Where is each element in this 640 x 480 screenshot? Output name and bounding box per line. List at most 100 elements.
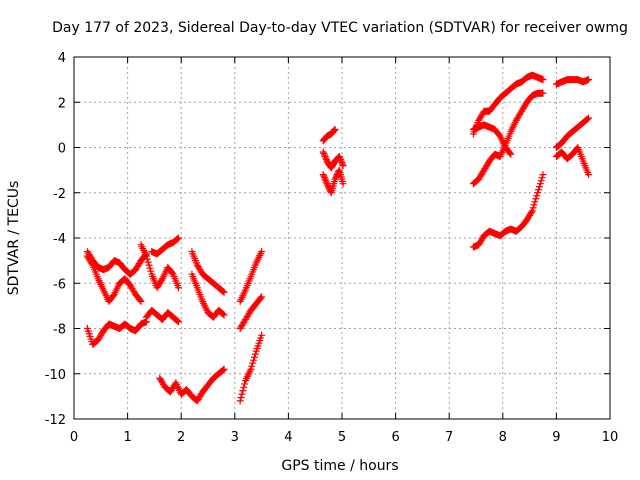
data-point bbox=[137, 297, 145, 305]
y-tick-label: 4 bbox=[58, 51, 66, 66]
data-point bbox=[319, 148, 327, 156]
x-tick-label: 1 bbox=[123, 430, 131, 445]
x-tick-label: 4 bbox=[284, 430, 292, 445]
data-point bbox=[146, 264, 154, 272]
data-point bbox=[535, 186, 543, 194]
data-point bbox=[250, 356, 258, 364]
data-point bbox=[247, 365, 255, 373]
series-9 bbox=[188, 270, 228, 321]
data-point bbox=[248, 362, 256, 370]
data-point bbox=[241, 380, 249, 388]
x-tick-label: 6 bbox=[391, 430, 399, 445]
y-tick-label: -12 bbox=[45, 413, 66, 428]
data-point bbox=[337, 157, 345, 165]
data-point bbox=[220, 311, 228, 319]
data-point bbox=[339, 180, 347, 188]
data-marks bbox=[83, 71, 593, 405]
series-16 bbox=[469, 71, 547, 138]
data-point bbox=[219, 366, 227, 374]
data-point bbox=[142, 252, 150, 260]
data-point bbox=[537, 177, 545, 185]
series-13 bbox=[319, 125, 339, 145]
data-point bbox=[533, 192, 541, 200]
data-point bbox=[322, 178, 330, 186]
ticks-layer: 0 1 2 3 4 5 6 7 8 9 10 4 2 0 -2 -4 -6 -8 -10 -12 bbox=[45, 51, 619, 445]
data-point bbox=[339, 162, 347, 170]
y-axis-label: SDTVAR / TECUs bbox=[6, 181, 22, 296]
data-point bbox=[320, 174, 328, 182]
series-22 bbox=[552, 144, 593, 179]
data-point bbox=[251, 350, 259, 358]
data-point bbox=[585, 76, 593, 84]
data-point bbox=[321, 175, 329, 183]
data-point bbox=[144, 258, 152, 266]
data-point bbox=[320, 172, 328, 180]
data-point bbox=[320, 150, 328, 158]
series-8 bbox=[188, 248, 228, 296]
series-7 bbox=[148, 234, 183, 258]
x-axis-label: GPS time / hours bbox=[281, 458, 398, 474]
series-11 bbox=[236, 293, 266, 332]
data-point bbox=[258, 331, 266, 339]
data-point bbox=[539, 76, 547, 84]
data-point bbox=[528, 207, 536, 215]
data-point bbox=[320, 151, 328, 159]
series-10 bbox=[236, 331, 266, 405]
y-tick-label: 2 bbox=[58, 96, 66, 111]
data-point bbox=[335, 153, 343, 161]
data-point bbox=[322, 154, 330, 162]
series-15 bbox=[319, 148, 347, 172]
data-point bbox=[174, 317, 182, 325]
data-point bbox=[529, 204, 537, 212]
data-point bbox=[324, 181, 332, 189]
data-point bbox=[585, 171, 593, 179]
x-tick-label: 3 bbox=[231, 430, 239, 445]
data-point bbox=[219, 310, 227, 318]
data-point bbox=[220, 288, 228, 296]
data-point bbox=[136, 296, 144, 304]
data-point bbox=[258, 248, 266, 256]
series-2 bbox=[83, 248, 150, 278]
data-point bbox=[175, 284, 183, 292]
data-point bbox=[322, 177, 330, 185]
data-point bbox=[337, 156, 345, 164]
data-point bbox=[175, 234, 183, 242]
data-point bbox=[237, 394, 245, 402]
data-point bbox=[534, 189, 542, 197]
data-point bbox=[532, 195, 540, 203]
data-point bbox=[258, 293, 266, 301]
data-point bbox=[220, 365, 228, 373]
x-tick-label: 8 bbox=[499, 430, 507, 445]
y-tick-label: 0 bbox=[58, 142, 66, 157]
data-point bbox=[332, 172, 340, 180]
data-point bbox=[145, 261, 153, 269]
data-point bbox=[338, 159, 346, 167]
data-point bbox=[330, 126, 338, 134]
y-tick-label: -8 bbox=[53, 323, 66, 338]
data-point bbox=[507, 150, 515, 158]
data-point bbox=[535, 183, 543, 191]
data-point bbox=[538, 174, 546, 182]
series-6 bbox=[156, 365, 228, 405]
data-point bbox=[527, 208, 535, 216]
data-point bbox=[238, 390, 246, 398]
data-point bbox=[338, 160, 346, 168]
data-point bbox=[175, 318, 183, 326]
x-tick-label: 0 bbox=[70, 430, 78, 445]
data-point bbox=[219, 288, 227, 296]
series-19 bbox=[469, 121, 515, 158]
data-point bbox=[539, 171, 547, 179]
series-14 bbox=[319, 166, 347, 197]
data-point bbox=[240, 383, 248, 391]
data-point bbox=[584, 115, 592, 123]
y-tick-label: -6 bbox=[53, 277, 66, 292]
y-tick-label: -10 bbox=[45, 368, 66, 383]
series-5 bbox=[142, 306, 183, 326]
data-point bbox=[536, 180, 544, 188]
data-point bbox=[539, 89, 547, 97]
data-point bbox=[174, 235, 182, 243]
data-point bbox=[331, 175, 339, 183]
x-tick-label: 9 bbox=[552, 430, 560, 445]
series-3 bbox=[83, 318, 150, 348]
